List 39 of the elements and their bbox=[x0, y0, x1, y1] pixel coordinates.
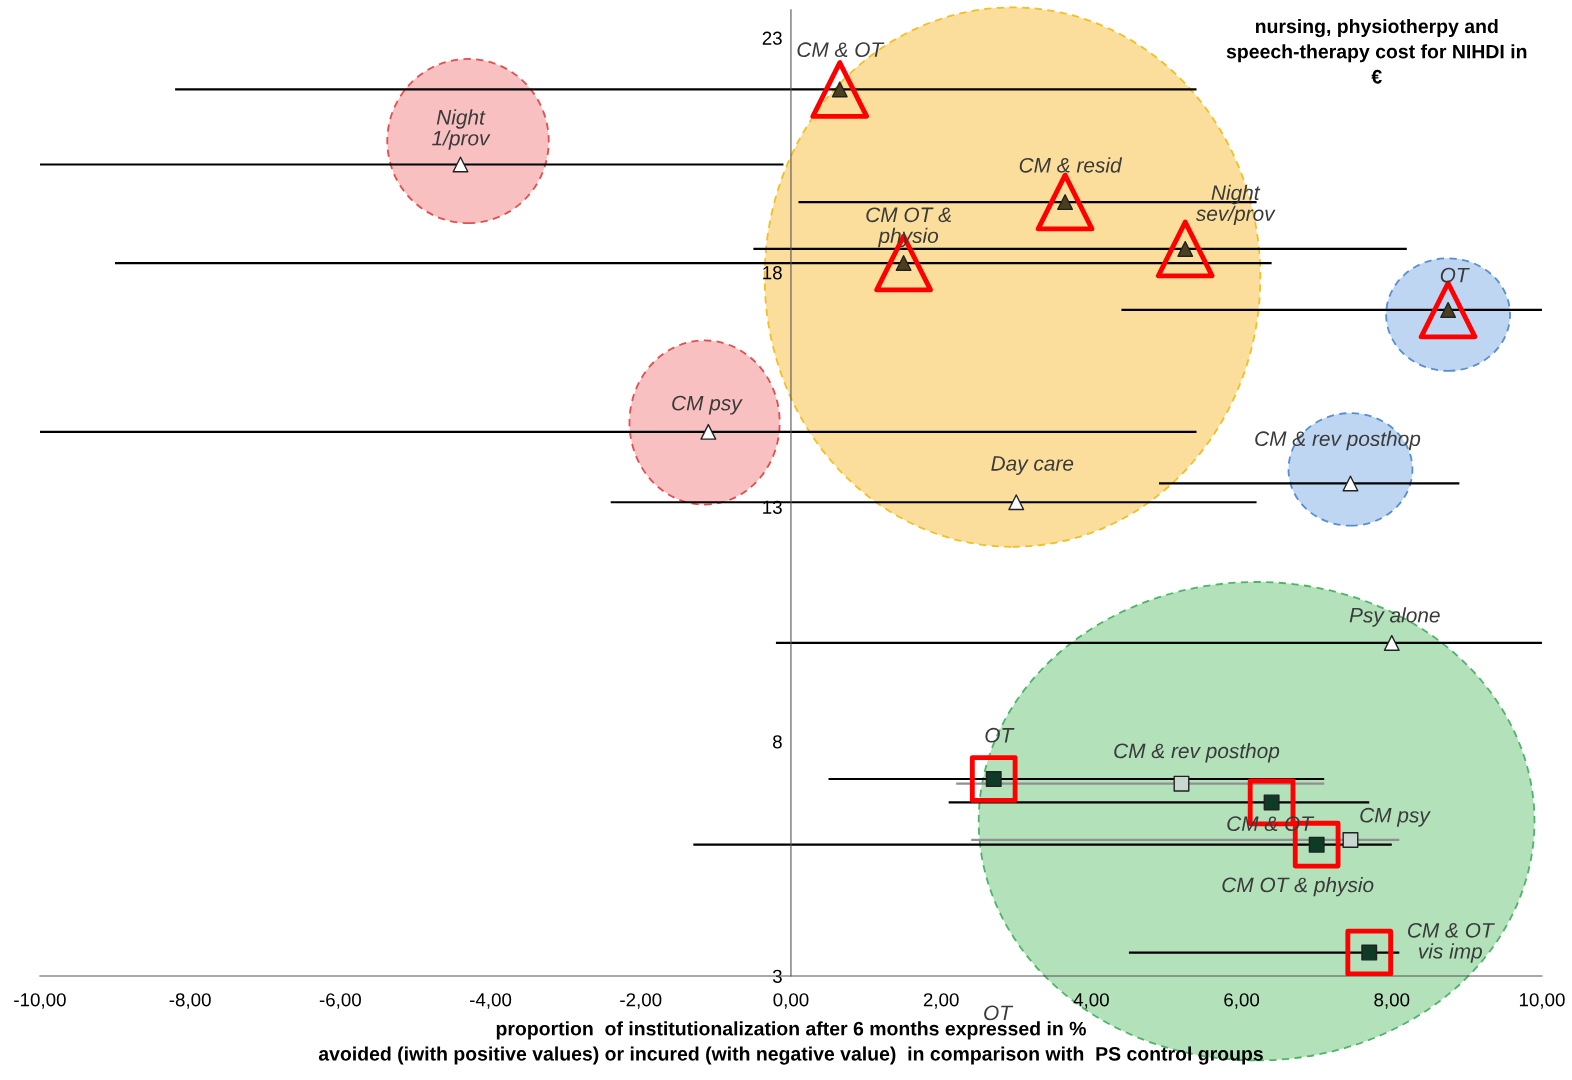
annotation: CM & rev posthop bbox=[1255, 430, 1421, 451]
point bbox=[1173, 775, 1190, 792]
point bbox=[452, 156, 469, 173]
x-tick-label: 10,00 bbox=[1519, 993, 1565, 1009]
x-tick-label: 0,00 bbox=[773, 993, 809, 1009]
x-tick-label: -4,00 bbox=[470, 993, 512, 1009]
annotation: Night sev/prov bbox=[1195, 184, 1276, 226]
annotation: Day care bbox=[991, 456, 1074, 475]
x-tick-label: -2,00 bbox=[620, 993, 662, 1009]
annotation: Night 1/prov bbox=[432, 109, 491, 150]
x-tick-label: 6,00 bbox=[1224, 993, 1260, 1009]
y-tick-label: 18 bbox=[763, 266, 782, 280]
y-tick-label: 3 bbox=[772, 969, 782, 983]
point bbox=[1383, 634, 1400, 651]
x-tick-label: 8,00 bbox=[1374, 993, 1410, 1009]
annotation: CM & OT vis imp bbox=[1407, 922, 1495, 963]
x-tick-label: -10,00 bbox=[14, 993, 66, 1009]
annotation: CM & resid bbox=[1019, 157, 1123, 173]
point bbox=[1342, 831, 1359, 848]
annotation: CM & rev posthop bbox=[1114, 742, 1280, 763]
y-axis-title: nursing, physiotherpy and speech-therapy cost for NIHDI in € bbox=[1226, 18, 1527, 84]
annotation: CM & OT bbox=[797, 42, 885, 58]
point bbox=[1008, 494, 1025, 511]
annotation: OT bbox=[1440, 267, 1470, 283]
x-tick-label: 4,00 bbox=[1073, 993, 1109, 1009]
x-axis-title: proportion of institutionalization after 6 months expressed in % avoided (iwith positive values) or incured (with negative value) in comparison with PS control groups bbox=[318, 1021, 1263, 1065]
annotation: CM psy bbox=[1360, 807, 1431, 827]
x-tick-label: -6,00 bbox=[319, 993, 361, 1009]
annotation: CM psy bbox=[672, 395, 743, 415]
x-tick-label: -8,00 bbox=[169, 993, 211, 1009]
point bbox=[700, 423, 717, 440]
y-tick-label: 23 bbox=[762, 31, 782, 45]
annotation: Psy alone bbox=[1349, 607, 1440, 627]
text: OT bbox=[984, 1005, 1014, 1021]
y-tick-label: 8 bbox=[773, 735, 782, 749]
annotation: CM OT & physio bbox=[1222, 876, 1374, 897]
point bbox=[1342, 475, 1359, 492]
annotation: OT bbox=[985, 727, 1015, 743]
x-tick-label: 2,00 bbox=[923, 993, 959, 1009]
